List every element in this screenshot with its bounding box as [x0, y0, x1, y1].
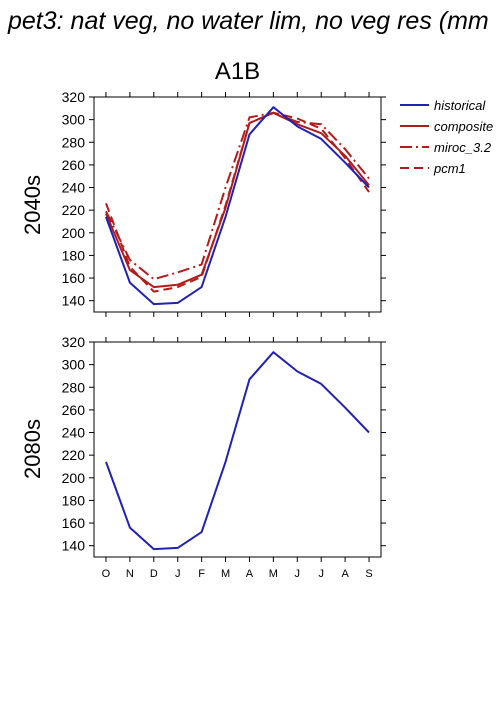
- x-tick-label: N: [126, 568, 134, 580]
- y-tick-label: 140: [62, 293, 86, 309]
- y-tick-label: 320: [62, 334, 86, 350]
- y-axis-title: 2080s: [20, 419, 45, 479]
- y-tick-label: 260: [62, 402, 86, 418]
- scenario-title: A1B: [215, 58, 260, 85]
- legend-label: miroc_3.2: [434, 140, 492, 155]
- y-tick-label: 240: [62, 425, 86, 441]
- y-tick-label: 280: [62, 379, 86, 395]
- x-tick-label: J: [295, 568, 301, 580]
- y-tick-label: 300: [62, 112, 86, 128]
- y-tick-label: 220: [62, 447, 86, 463]
- x-tick-label: M: [221, 568, 230, 580]
- y-tick-label: 280: [62, 134, 86, 150]
- x-tick-label: F: [198, 568, 205, 580]
- legend: historical composite miroc_3.2 pcm1: [400, 98, 493, 176]
- x-tick-label: J: [318, 568, 324, 580]
- y-tick-label: 240: [62, 180, 86, 196]
- figure-title: pet3: nat veg, no water lim, no veg res …: [8, 7, 489, 35]
- y-tick-label: 180: [62, 247, 86, 263]
- y-tick-label: 200: [62, 470, 86, 486]
- legend-label: composite: [434, 119, 493, 134]
- x-tick-label: A: [341, 568, 349, 580]
- y-tick-label: 160: [62, 515, 86, 531]
- series-line-composite: [105, 111, 370, 289]
- y-tick-label: 160: [62, 270, 86, 286]
- y-tick-label: 180: [62, 492, 86, 508]
- y-tick-label: 300: [62, 357, 86, 373]
- legend-label: pcm1: [433, 161, 466, 176]
- series-line-pcm1: [105, 111, 370, 293]
- x-tick-label: S: [365, 568, 372, 580]
- series-line-historical: [105, 351, 370, 551]
- series-line-miroc-3-2: [105, 111, 370, 281]
- plot-frame: [93, 341, 382, 558]
- y-tick-label: 260: [62, 157, 86, 173]
- y-tick-label: 140: [62, 538, 86, 554]
- x-tick-label: A: [246, 568, 254, 580]
- x-tick-label: D: [150, 568, 158, 580]
- x-tick-label: M: [269, 568, 278, 580]
- y-tick-label: 200: [62, 225, 86, 241]
- plot-frame: [93, 96, 382, 313]
- x-tick-label: J: [175, 568, 181, 580]
- y-tick-label: 220: [62, 202, 86, 218]
- series-line-historical: [105, 106, 370, 306]
- chart-panel-1: 140 160 180 200 220 240 260 280 300 320 2040s A1B: [20, 58, 386, 317]
- y-tick-label: 320: [62, 89, 86, 105]
- y-axis-title: 2040s: [20, 175, 45, 235]
- chart-panel-2: 140 160 180 200 220 240 260 280 300 320 O N D J F M A M J J…: [20, 334, 386, 580]
- legend-label: historical: [434, 98, 486, 113]
- x-tick-label: O: [102, 568, 111, 580]
